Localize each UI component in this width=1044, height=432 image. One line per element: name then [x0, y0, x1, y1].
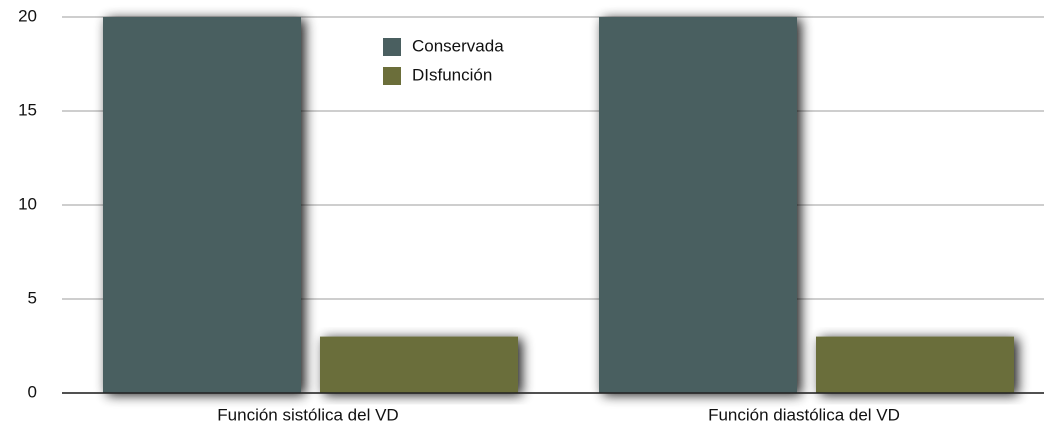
bar [599, 17, 797, 393]
y-tick-label: 20 [18, 6, 37, 25]
x-tick-label: Función sistólica del VD [217, 405, 398, 424]
x-tick-label: Función diastólica del VD [708, 405, 900, 424]
legend-label: Conservada [412, 36, 504, 55]
bar [816, 336, 1014, 393]
y-tick-label: 5 [28, 288, 37, 307]
bar [320, 336, 518, 393]
y-tick-label: 10 [18, 194, 37, 213]
bar [103, 17, 301, 393]
legend-swatch [383, 67, 401, 85]
legend-label: DIsfunción [412, 65, 492, 84]
y-tick-label: 0 [28, 382, 37, 401]
legend-swatch [383, 38, 401, 56]
y-tick-label: 15 [18, 100, 37, 119]
